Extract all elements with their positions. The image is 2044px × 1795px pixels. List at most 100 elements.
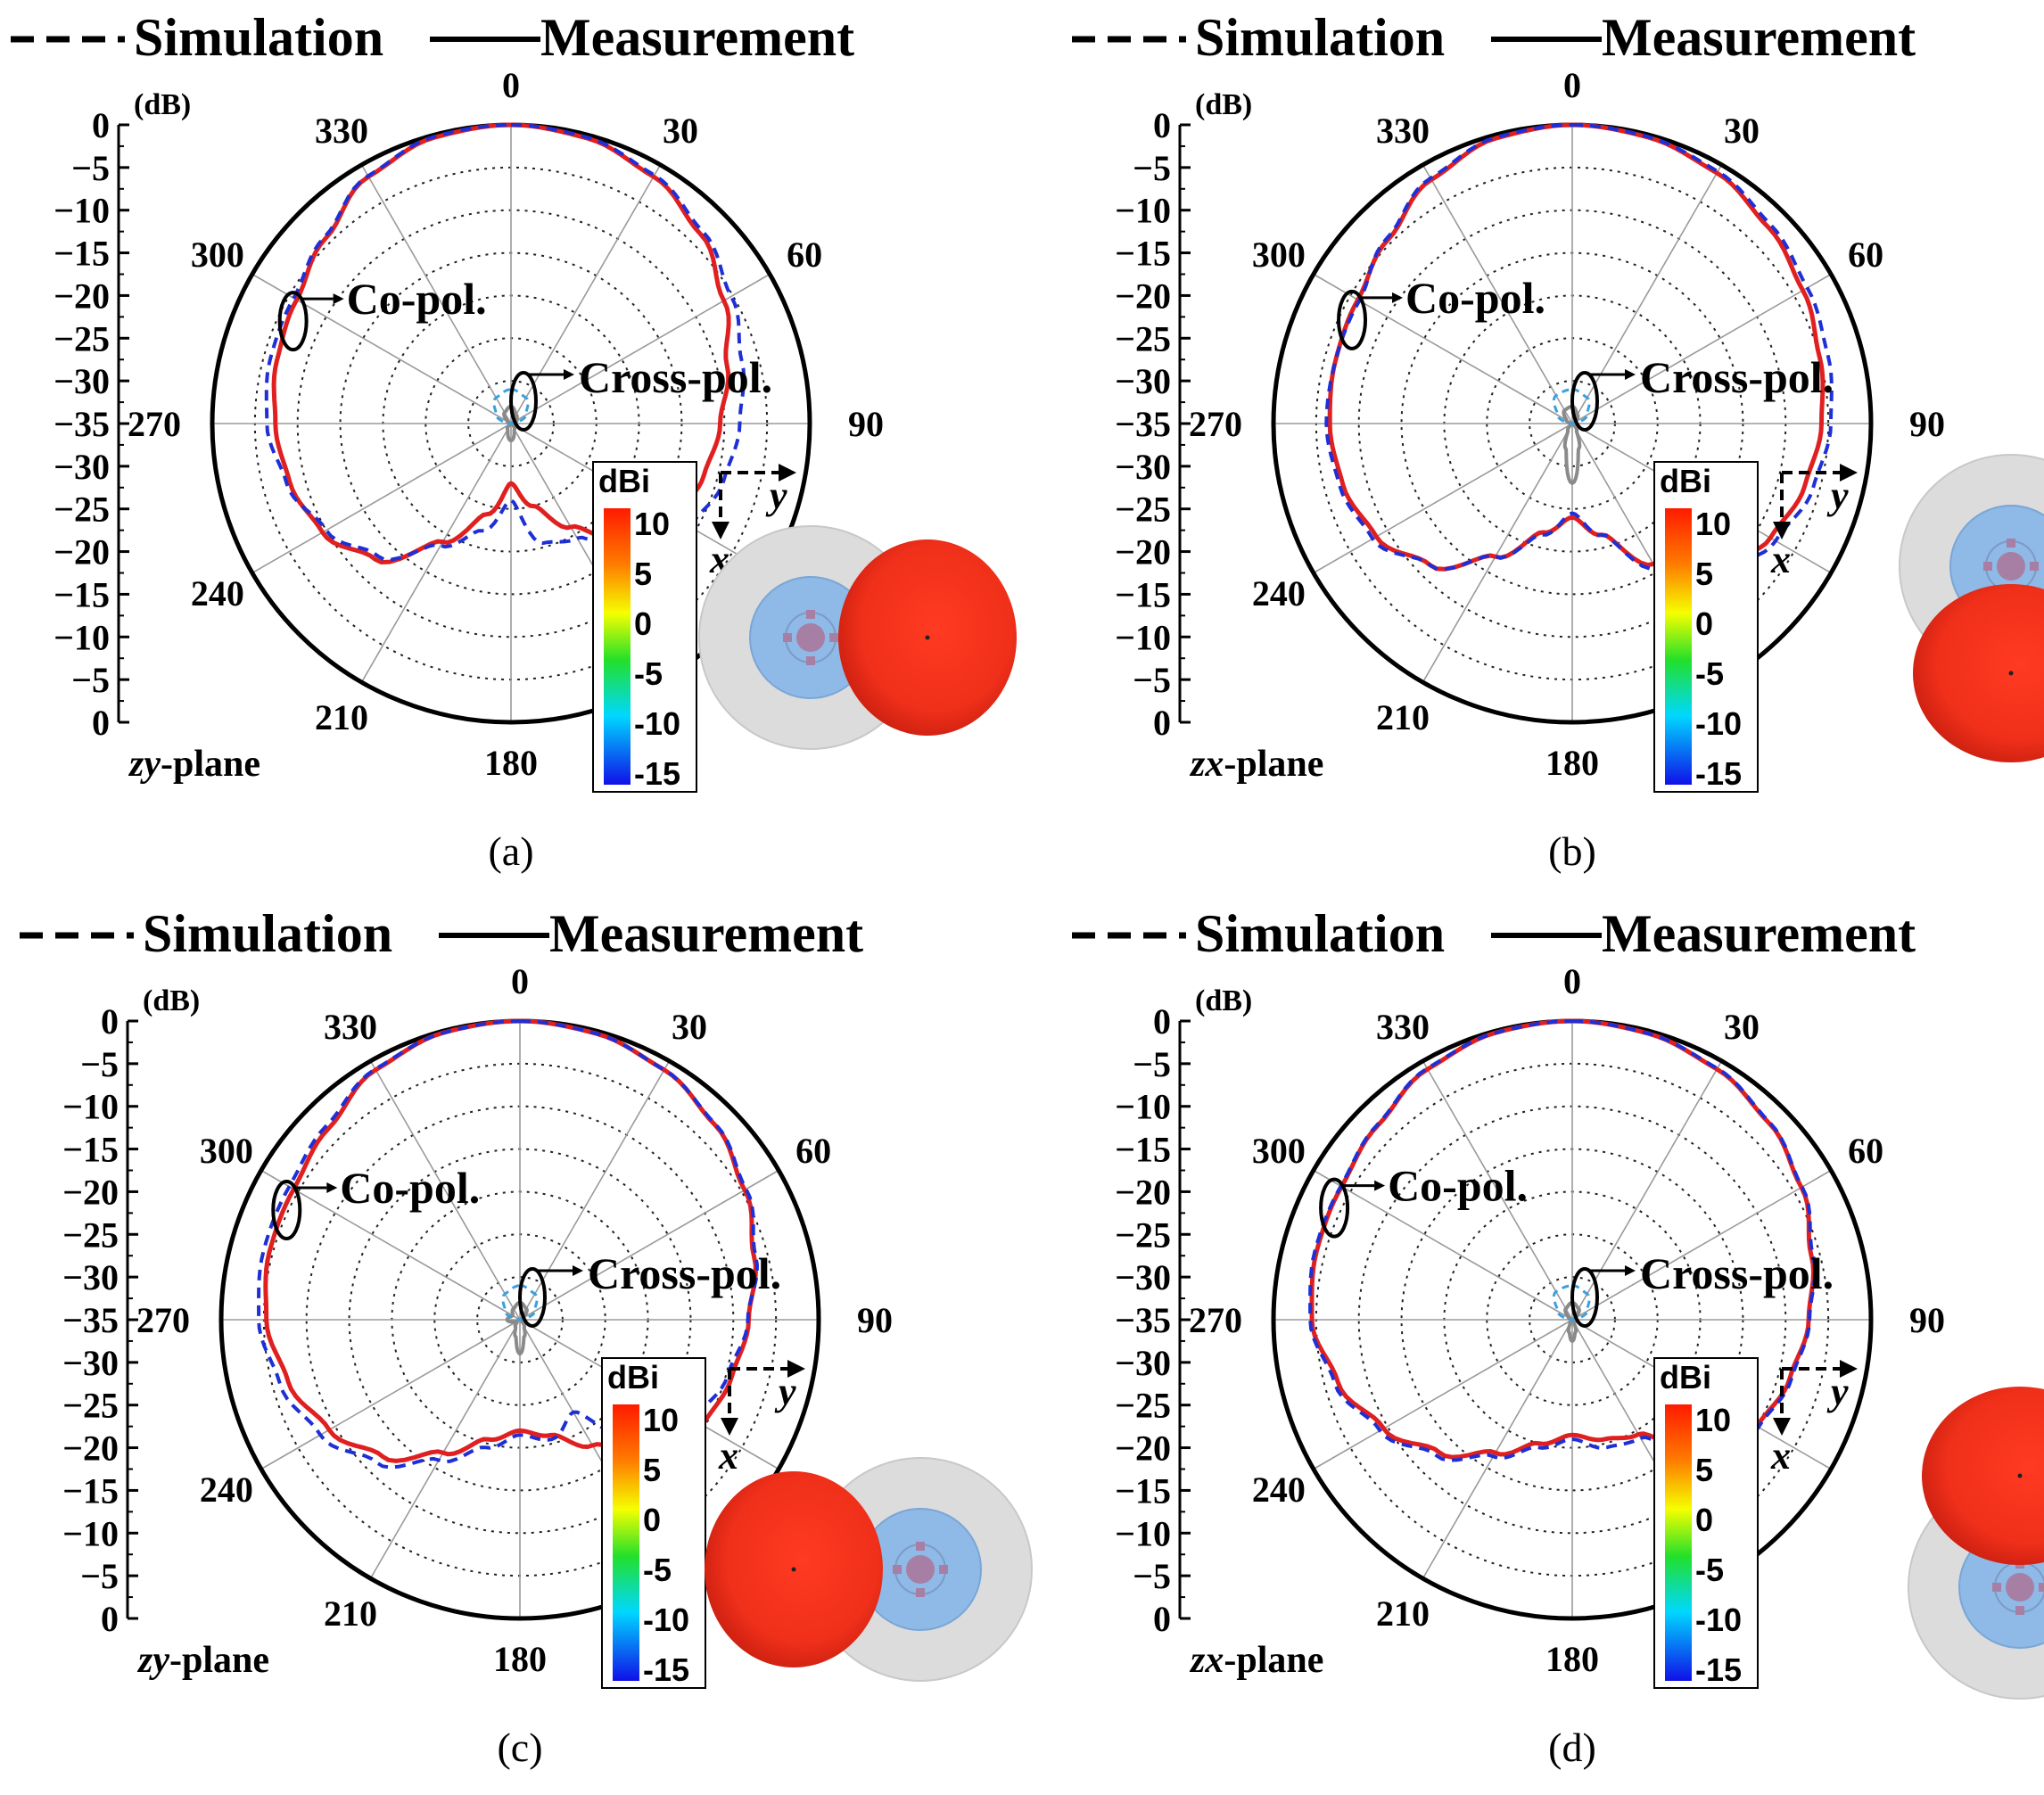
angle-label-210: 210 bbox=[324, 1593, 377, 1634]
axis-indicator-x-label: x bbox=[1770, 538, 1791, 581]
grid-spoke bbox=[510, 273, 771, 424]
radial-axis: (dB)0−5−10−15−20−25−30−35−30−25−20−15−10… bbox=[54, 88, 191, 743]
radial-tick-label: −15 bbox=[1115, 1470, 1171, 1511]
plane-label-axes: zx bbox=[1189, 744, 1224, 785]
radial-tick-label: −25 bbox=[1115, 1386, 1171, 1426]
simulation-crosspol-curve bbox=[1552, 1284, 1591, 1322]
radial-tick-label: −10 bbox=[1115, 1513, 1171, 1553]
crosspol-marker-ellipse bbox=[1570, 371, 1599, 432]
polar-grid bbox=[210, 122, 812, 725]
antenna-patch bbox=[2006, 1573, 2034, 1602]
antenna-stub bbox=[916, 1542, 925, 1551]
copol-marker-ellipse bbox=[1337, 289, 1368, 350]
plane-label-axes: zy bbox=[136, 1640, 169, 1681]
radial-tick-label: −35 bbox=[54, 404, 110, 444]
radial-tick-label: −35 bbox=[1115, 404, 1171, 444]
radial-axis-unit: (dB) bbox=[1195, 984, 1252, 1017]
radial-tick-label: 0 bbox=[101, 1599, 119, 1639]
antenna-stub bbox=[1983, 562, 1992, 571]
radial-axis: (dB)0−5−10−15−20−25−30−35−30−25−20−15−10… bbox=[1115, 88, 1252, 743]
radial-tick-label: −5 bbox=[80, 1044, 119, 1084]
radial-tick-label: −15 bbox=[1115, 234, 1171, 274]
colorbar-tick-label: 5 bbox=[643, 1452, 661, 1488]
radial-tick-label: −10 bbox=[1115, 191, 1171, 231]
arrow-right-icon bbox=[1840, 1360, 1858, 1378]
copol-label: Co-pol. bbox=[1388, 1161, 1528, 1211]
arrow-down-icon bbox=[712, 522, 729, 539]
radial-tick-label: −30 bbox=[1115, 1343, 1171, 1383]
lobe-center-dot bbox=[2017, 1473, 2023, 1478]
radial-tick-label: −25 bbox=[1115, 318, 1171, 358]
plane-label: zy-plane bbox=[136, 1640, 269, 1681]
angle-label-0: 0 bbox=[1563, 65, 1581, 105]
antenna-stub bbox=[806, 656, 815, 665]
angle-labels: 0 30 60 90 180 210 240 270 300 330 bbox=[1189, 961, 1945, 1679]
arrow-right-icon bbox=[787, 1360, 805, 1378]
angle-labels: 0 30 60 90 180 210 240 270 300 330 bbox=[128, 65, 884, 783]
angle-label-60: 60 bbox=[1848, 235, 1883, 275]
antenna-patch bbox=[796, 623, 825, 652]
annotations: Co-pol. Cross-pol. bbox=[1337, 273, 1834, 432]
arrow-right-icon bbox=[326, 1182, 338, 1194]
colorbar-gradient bbox=[1665, 1404, 1692, 1681]
radial-tick-label: −5 bbox=[1133, 1556, 1171, 1596]
radial-tick-label: −5 bbox=[71, 660, 110, 700]
radial-tick-label: −10 bbox=[54, 191, 110, 231]
radial-tick-label: 0 bbox=[1153, 105, 1171, 145]
radial-tick-label: −30 bbox=[62, 1257, 119, 1297]
lobe-center-dot bbox=[791, 1567, 796, 1572]
legend-simulation-label: Simulation bbox=[134, 8, 383, 67]
radial-tick-label: −30 bbox=[1115, 361, 1171, 401]
lobe-center-dot bbox=[925, 635, 930, 640]
radial-tick-label: −20 bbox=[54, 532, 110, 572]
legend-simulation-label: Simulation bbox=[1195, 904, 1445, 963]
grid-spoke bbox=[260, 1319, 521, 1470]
colorbar-tick-label: -15 bbox=[643, 1651, 689, 1688]
radial-tick-label: −20 bbox=[1115, 276, 1171, 316]
angle-label-90: 90 bbox=[848, 404, 884, 444]
radial-tick-label: −20 bbox=[54, 276, 110, 316]
plane-label: zx-plane bbox=[1189, 1640, 1323, 1681]
copol-marker-ellipse bbox=[277, 291, 309, 352]
radial-tick-label: −25 bbox=[54, 490, 110, 530]
angle-label-60: 60 bbox=[787, 235, 822, 275]
antenna-stub bbox=[2030, 562, 2039, 571]
angle-label-270: 270 bbox=[136, 1300, 190, 1340]
arrow-right-icon bbox=[573, 1265, 583, 1276]
plane-label: zy-plane bbox=[128, 744, 260, 785]
radial-tick-label: −10 bbox=[54, 617, 110, 657]
grid-spoke bbox=[1422, 164, 1573, 424]
colorbar-tick-label: -5 bbox=[1695, 655, 1724, 692]
axis-indicator-y-label: y bbox=[1826, 1370, 1849, 1413]
angle-label-330: 330 bbox=[324, 1007, 377, 1047]
radial-tick-label: −15 bbox=[54, 234, 110, 274]
radiation-lobe bbox=[1922, 1387, 2044, 1565]
radial-tick-label: 0 bbox=[92, 703, 110, 743]
legend-measurement-label: Measurement bbox=[540, 8, 854, 67]
plane-label-suffix: -plane bbox=[161, 744, 260, 785]
radial-tick-label: −5 bbox=[1133, 148, 1171, 188]
angle-label-180: 180 bbox=[484, 743, 538, 783]
panel-caption: (c) bbox=[497, 1725, 542, 1770]
arrow-right-icon bbox=[1374, 1180, 1386, 1191]
radial-tick-label: −15 bbox=[62, 1130, 119, 1170]
radial-axis-unit: (dB) bbox=[134, 88, 191, 121]
axis-indicator-x-label: x bbox=[1770, 1434, 1791, 1478]
radial-tick-label: −10 bbox=[62, 1513, 119, 1553]
crosspol-label: Cross-pol. bbox=[588, 1248, 781, 1298]
radial-tick-label: −30 bbox=[1115, 1257, 1171, 1297]
angle-label-270: 270 bbox=[128, 404, 181, 444]
measurement-crosspol-curve bbox=[505, 1300, 529, 1356]
radial-tick-label: −15 bbox=[54, 574, 110, 614]
simulation-copol-curve bbox=[1324, 123, 1834, 578]
colorbar-tick-label: -15 bbox=[1695, 1651, 1742, 1688]
colorbar-tick-label: -10 bbox=[643, 1602, 689, 1638]
legend-measurement-label: Measurement bbox=[1602, 8, 1916, 67]
legend-simulation-label: Simulation bbox=[1195, 8, 1445, 67]
angle-label-180: 180 bbox=[493, 1639, 547, 1679]
colorbar-tick-label: 0 bbox=[1695, 1502, 1713, 1538]
grid-spoke bbox=[369, 1060, 521, 1321]
colorbar-tick-label: 0 bbox=[634, 605, 652, 642]
colorbar-gradient bbox=[1665, 508, 1692, 785]
arrow-down-icon bbox=[1773, 522, 1791, 539]
